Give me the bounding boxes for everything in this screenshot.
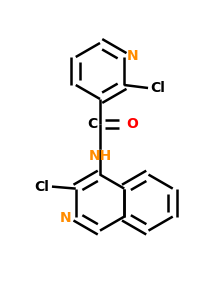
Text: O: O — [125, 117, 137, 131]
Text: N: N — [126, 49, 137, 63]
Text: N: N — [60, 210, 71, 225]
Text: NH: NH — [88, 150, 111, 163]
Text: C: C — [87, 117, 97, 131]
Text: Cl: Cl — [34, 180, 49, 193]
Text: Cl: Cl — [150, 81, 165, 95]
